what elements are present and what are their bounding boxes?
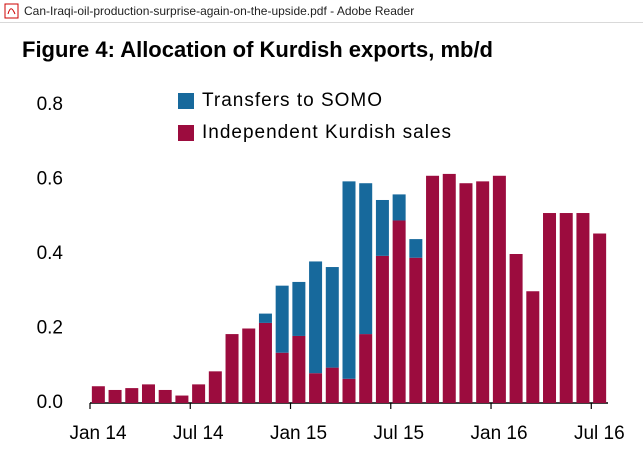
bar-segment <box>409 239 423 258</box>
legend-label: Independent Kurdish sales <box>202 122 452 143</box>
legend-label: Transfers to SOMO <box>202 90 383 111</box>
bar-segment <box>141 384 155 403</box>
legend-swatch <box>178 93 194 109</box>
bar-segment <box>192 384 206 403</box>
bar-segment <box>559 213 573 403</box>
bar-segment <box>509 254 523 403</box>
bar-segment <box>442 173 456 403</box>
bar-segment <box>342 378 356 403</box>
y-tick-label: 0.2 <box>37 318 63 339</box>
bar-segment <box>576 213 590 403</box>
bar-segment <box>375 255 389 403</box>
bar-segment <box>258 322 272 403</box>
bar-segment <box>292 281 306 336</box>
bar-segment <box>275 352 289 403</box>
bar-segment <box>225 334 239 403</box>
bar-segment <box>593 233 607 403</box>
bar-segment <box>325 267 339 368</box>
bar-segment <box>91 386 105 403</box>
x-tick-label: Jan 15 <box>270 423 327 444</box>
bar-segment <box>409 257 423 403</box>
bar-segment <box>208 371 222 403</box>
legend-swatch <box>178 125 194 141</box>
bar-segment <box>426 175 440 403</box>
bar-segment <box>526 291 540 403</box>
x-tick-label: Jan 14 <box>69 423 126 444</box>
bar-segment <box>292 335 306 403</box>
x-tick-label: Jan 16 <box>471 423 528 444</box>
bar-segment <box>242 328 256 403</box>
x-tick-label: Jul 14 <box>173 423 224 444</box>
window-title: Can-Iraqi-oil-production-surprise-again-… <box>24 4 415 18</box>
bar-segment <box>125 388 139 403</box>
bar-segment <box>392 194 406 221</box>
pdf-icon <box>4 3 19 19</box>
bar-segment <box>325 367 339 403</box>
bar-segment <box>175 395 189 403</box>
y-tick-label: 0.0 <box>37 392 63 413</box>
bar-segment <box>543 213 557 403</box>
bar-segment <box>342 181 356 379</box>
y-tick-label: 0.8 <box>37 94 63 115</box>
bar-segment <box>158 389 172 403</box>
bar-segment <box>375 199 389 256</box>
bar-segment <box>359 334 373 403</box>
bar-segment <box>459 183 473 403</box>
bar-segment <box>108 389 122 403</box>
bar-segment <box>309 261 323 374</box>
window-title-bar: Can-Iraqi-oil-production-surprise-again-… <box>0 0 643 23</box>
bar-segment <box>392 220 406 403</box>
bar-segment <box>359 183 373 335</box>
bar-segment <box>258 313 272 323</box>
y-tick-label: 0.6 <box>37 169 63 190</box>
x-tick-label: Jul 15 <box>373 423 424 444</box>
bar-segment <box>275 285 289 353</box>
bar-segment <box>492 175 506 403</box>
x-tick-label: Jul 16 <box>574 423 625 444</box>
y-tick-label: 0.4 <box>37 243 64 264</box>
chart-title: Figure 4: Allocation of Kurdish exports,… <box>22 37 493 62</box>
bar-segment <box>309 373 323 403</box>
bar-segment <box>476 181 490 403</box>
